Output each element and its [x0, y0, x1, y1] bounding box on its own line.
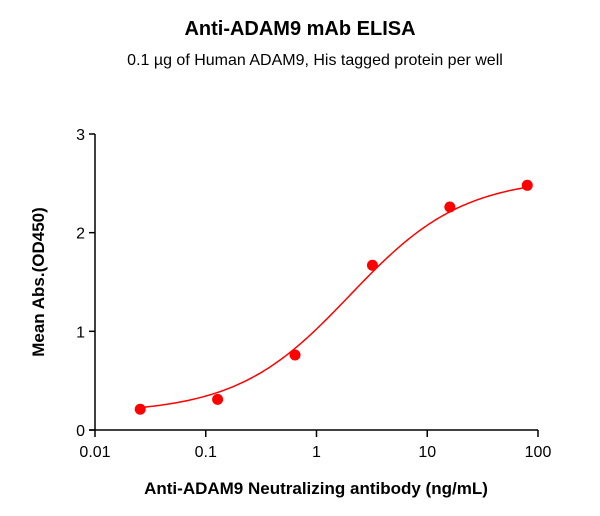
- chart-subtitle: 0.1 µg of Human ADAM9, His tagged protei…: [127, 52, 503, 69]
- axes: 0 1 2 3 0.01 0.1 1 10 100: [76, 127, 551, 461]
- data-point: [134, 403, 146, 415]
- y-axis-title: Mean Abs.(OD450): [29, 207, 48, 357]
- x-tick-label: 1: [312, 444, 321, 461]
- chart-title: Anti-ADAM9 mAb ELISA: [184, 18, 416, 40]
- data-point: [289, 349, 301, 361]
- y-tick-label: 3: [76, 127, 85, 144]
- y-tick-label: 0: [76, 423, 85, 440]
- data-point: [366, 259, 378, 271]
- data-point: [444, 201, 456, 213]
- y-tick-label: 2: [76, 226, 85, 243]
- data-point: [521, 179, 533, 191]
- x-tick-label: 10: [418, 444, 436, 461]
- x-tick-label: 0.1: [195, 444, 217, 461]
- fit-curve: [140, 186, 528, 409]
- x-tick-label: 0.01: [79, 444, 110, 461]
- x-axis-title: Anti-ADAM9 Neutralizing antibody (ng/mL): [144, 479, 488, 498]
- data-points: [134, 179, 533, 415]
- y-tick-label: 1: [76, 324, 85, 341]
- x-tick-label: 100: [525, 444, 552, 461]
- data-point: [212, 393, 224, 405]
